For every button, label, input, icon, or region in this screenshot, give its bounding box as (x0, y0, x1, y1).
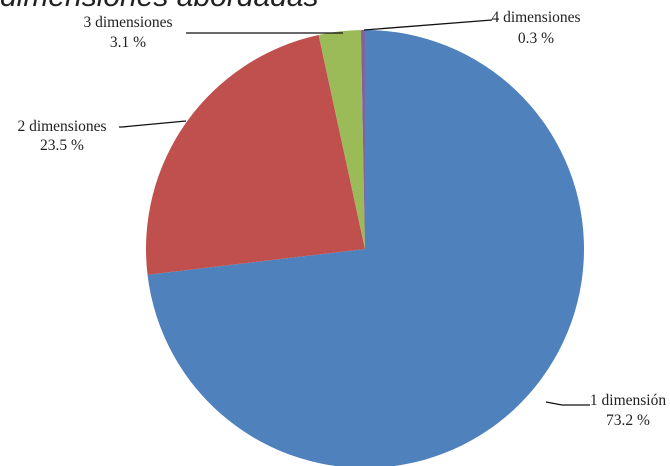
pie-slice-4-dimensions (360, 30, 365, 249)
pie-slice-1-dimension (147, 30, 584, 466)
slice-label-name-1-dimension: 1 dimensión (590, 392, 666, 409)
chart-title: dimensiones abordadas (0, 0, 319, 14)
slice-label-value-2-dimensions: 23.5 % (40, 137, 84, 154)
pie-slice-3-dimensions (318, 30, 365, 249)
slice-label-value-4-dimensions: 0.3 % (518, 30, 554, 47)
slice-label-value-1-dimension: 73.2 % (606, 412, 650, 429)
slice-label-value-3-dimensions: 3.1 % (110, 34, 146, 51)
leader-line-4-dimensions (363, 19, 493, 31)
leader-line-1-dimension (545, 401, 590, 406)
leader-line-2-dimensions (119, 120, 187, 128)
slice-label-name-3-dimensions: 3 dimensiones (83, 14, 172, 31)
slice-label-name-4-dimensions: 4 dimensiones (491, 9, 580, 26)
pie-slice-2-dimensions (146, 34, 365, 275)
slice-label-name-2-dimensions: 2 dimensiones (17, 118, 106, 135)
